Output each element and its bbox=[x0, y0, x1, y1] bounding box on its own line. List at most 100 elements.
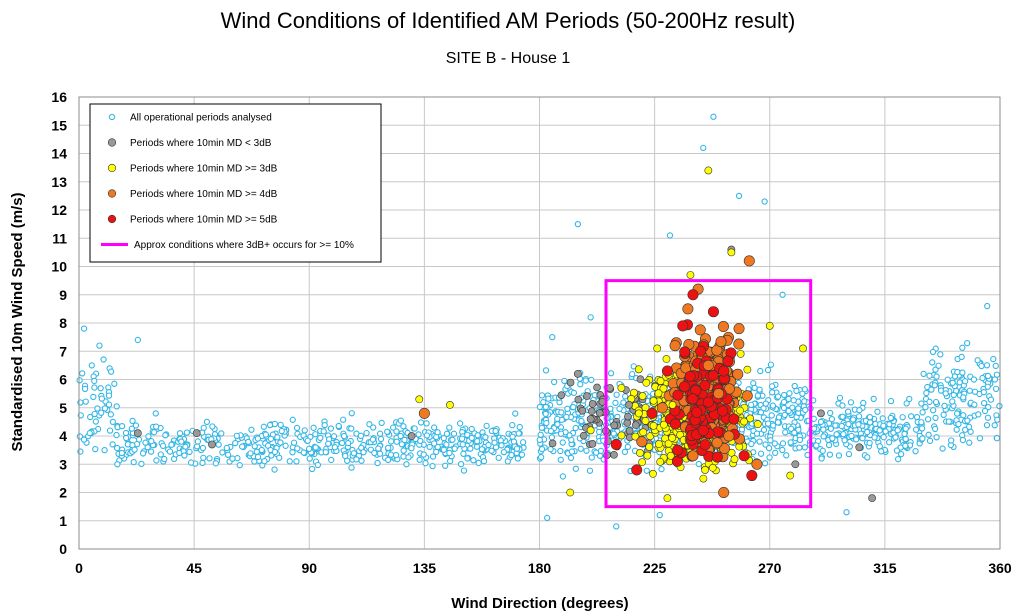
data-point-all bbox=[779, 440, 787, 447]
data-point-ffff00 bbox=[638, 392, 647, 400]
data-point-all bbox=[790, 397, 797, 404]
data-point bbox=[743, 255, 755, 267]
data-point-999999 bbox=[610, 421, 619, 430]
data-point bbox=[192, 429, 201, 438]
data-point-all bbox=[416, 456, 423, 463]
data-point-all bbox=[134, 336, 141, 344]
data-point-all bbox=[561, 377, 568, 385]
data-point-all bbox=[845, 450, 853, 458]
data-point-all bbox=[839, 402, 846, 409]
data-point-all bbox=[245, 438, 252, 446]
data-point bbox=[868, 494, 876, 503]
data-point-all bbox=[894, 427, 901, 434]
data-point-all bbox=[941, 402, 948, 410]
data-point-all bbox=[153, 423, 160, 430]
data-point-all bbox=[557, 430, 565, 437]
data-point-all bbox=[371, 449, 378, 457]
data-point-all bbox=[796, 436, 804, 443]
data-point-all bbox=[377, 435, 385, 443]
data-point-all bbox=[578, 417, 585, 425]
data-point-all bbox=[918, 419, 925, 426]
data-point-all bbox=[980, 399, 988, 407]
data-point-all bbox=[876, 443, 883, 450]
data-point-all bbox=[431, 440, 438, 447]
data-point-all bbox=[423, 432, 431, 439]
data-point-all bbox=[131, 446, 138, 453]
data-point-all bbox=[223, 444, 230, 452]
data-point-all bbox=[994, 416, 1001, 423]
data-point-all bbox=[80, 436, 88, 443]
y-tick-label: 10 bbox=[51, 259, 67, 275]
data-point-all bbox=[320, 428, 327, 435]
data-point-all bbox=[483, 422, 490, 430]
data-point-all bbox=[366, 421, 373, 428]
data-point-ee1111 bbox=[711, 451, 723, 463]
data-point-all bbox=[161, 455, 168, 463]
data-point-all bbox=[101, 446, 108, 454]
data-point-all bbox=[306, 455, 313, 462]
data-point-all bbox=[446, 449, 453, 457]
data-point-all bbox=[109, 418, 117, 426]
data-point-all bbox=[710, 113, 717, 120]
data-point-ee1111 bbox=[699, 379, 711, 391]
data-point-all bbox=[768, 412, 775, 419]
data-point-all bbox=[570, 389, 578, 397]
data-point-all bbox=[955, 421, 962, 428]
data-point-all bbox=[317, 434, 324, 442]
data-point-all bbox=[828, 415, 836, 423]
y-tick-label: 7 bbox=[59, 343, 67, 359]
data-point-all bbox=[756, 438, 763, 445]
legend-entry: All operational periods analysed bbox=[130, 113, 272, 124]
data-point-all bbox=[876, 427, 883, 434]
data-point-all bbox=[440, 446, 448, 453]
data-point-all bbox=[536, 436, 543, 444]
data-point-all bbox=[247, 450, 254, 457]
data-point-all bbox=[586, 467, 594, 474]
data-point-ffff00 bbox=[649, 396, 658, 405]
data-point-ffff00 bbox=[631, 432, 640, 441]
data-point-999999 bbox=[593, 383, 601, 392]
data-point-all bbox=[799, 390, 806, 397]
data-point-all bbox=[748, 440, 755, 448]
legend-entry: Periods where 10min MD >= 4dB bbox=[130, 189, 278, 200]
data-point-all bbox=[90, 393, 97, 401]
data-point-all bbox=[446, 424, 453, 431]
data-point-all bbox=[847, 399, 855, 406]
data-point-all bbox=[497, 437, 504, 444]
data-point bbox=[636, 436, 648, 448]
data-point-all bbox=[400, 423, 407, 430]
data-point-all bbox=[751, 384, 758, 392]
data-point-all bbox=[229, 455, 236, 462]
data-point-all bbox=[294, 445, 301, 452]
data-point-all bbox=[376, 430, 384, 437]
data-point-all bbox=[254, 453, 262, 461]
data-point-all bbox=[878, 448, 885, 455]
data-point-all bbox=[113, 444, 121, 452]
data-point-all bbox=[872, 420, 879, 428]
data-point-ffff00 bbox=[668, 434, 677, 442]
legend-swatch bbox=[107, 214, 117, 224]
data-point-all bbox=[588, 376, 595, 383]
data-point-ffff00 bbox=[638, 458, 647, 467]
data-point-all bbox=[91, 377, 98, 385]
data-point-all bbox=[789, 404, 796, 411]
data-point-all bbox=[779, 446, 786, 454]
data-point-all bbox=[401, 436, 408, 444]
data-point-999999 bbox=[588, 440, 597, 448]
data-point bbox=[631, 464, 643, 476]
data-point-all bbox=[918, 400, 925, 407]
data-point-all bbox=[538, 445, 546, 453]
data-point-all bbox=[81, 385, 89, 393]
data-point-all bbox=[826, 451, 834, 458]
data-point-all bbox=[885, 439, 893, 446]
data-point-ffff00 bbox=[746, 414, 755, 423]
data-point bbox=[663, 494, 672, 503]
data-point-all bbox=[129, 417, 136, 425]
data-point-all bbox=[105, 401, 113, 408]
data-point-ffff00 bbox=[656, 457, 665, 466]
legend-entry: Approx conditions where 3dB+ occurs for … bbox=[134, 240, 354, 251]
data-point-all bbox=[547, 427, 555, 435]
grid-lines bbox=[79, 96, 1001, 549]
data-point-all bbox=[199, 459, 206, 467]
data-point-all bbox=[200, 454, 207, 462]
